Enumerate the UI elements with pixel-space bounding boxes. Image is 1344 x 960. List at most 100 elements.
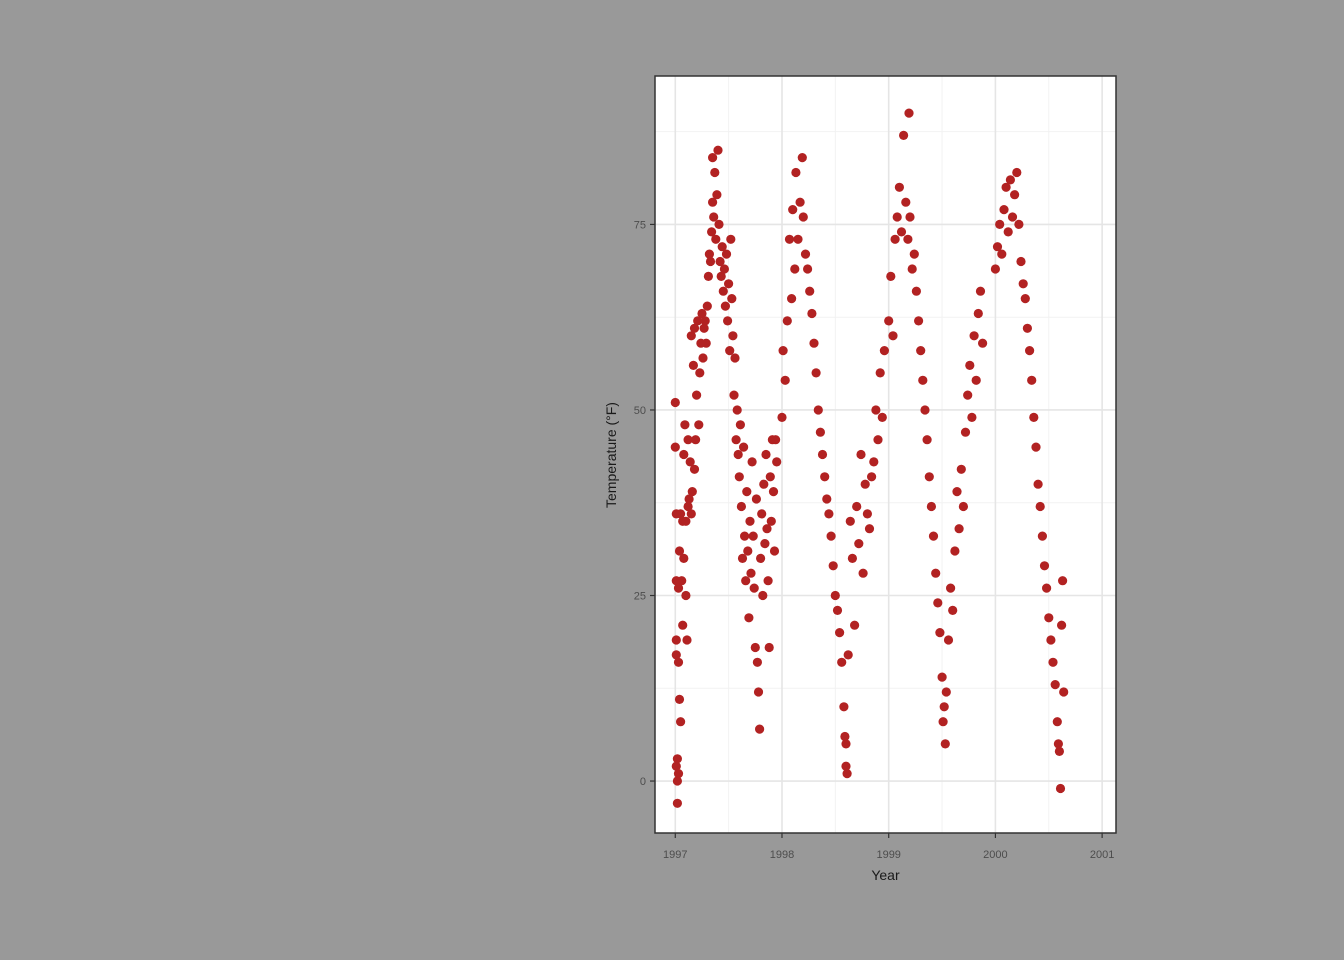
data-point: [695, 368, 705, 378]
data-point: [811, 368, 821, 378]
data-point: [673, 657, 684, 667]
data-point: [1029, 412, 1039, 422]
data-point: [916, 346, 926, 356]
data-point: [798, 212, 808, 222]
data-point: [683, 435, 693, 445]
data-point: [937, 672, 947, 682]
y-tick-label: 0: [640, 776, 646, 788]
data-point: [716, 271, 726, 281]
x-tick-label: 2000: [983, 849, 1007, 861]
data-point: [805, 286, 815, 296]
data-point: [1005, 175, 1016, 185]
data-point: [1033, 479, 1043, 489]
data-point: [890, 234, 900, 244]
panel-border: [654, 75, 1117, 834]
data-point: [726, 234, 736, 244]
data-point: [671, 761, 681, 771]
data-point: [854, 539, 864, 549]
data-point: [687, 487, 697, 497]
x-tick-label: 2001: [1090, 849, 1114, 861]
data-point: [700, 316, 710, 326]
data-point: [691, 435, 701, 445]
minor-gridlines: [655, 76, 1116, 833]
data-point: [730, 353, 740, 363]
data-point: [1037, 531, 1047, 541]
data-point: [676, 717, 686, 727]
data-point: [763, 576, 773, 586]
data-point: [941, 687, 951, 697]
data-point: [732, 405, 742, 415]
data-point: [720, 301, 731, 311]
data-point: [758, 590, 768, 601]
data-point: [681, 590, 691, 601]
data-point: [1048, 657, 1058, 667]
data-point: [903, 234, 913, 244]
data-point: [911, 286, 922, 296]
data-point: [679, 449, 689, 460]
data-point: [755, 724, 765, 734]
data-point: [950, 546, 960, 556]
data-point: [1010, 190, 1020, 200]
data-point: [670, 442, 680, 452]
data-point: [671, 650, 681, 660]
data-point: [737, 553, 748, 564]
data-point: [965, 360, 975, 370]
data-point: [850, 620, 860, 630]
data-point: [764, 642, 774, 653]
data-point: [680, 420, 690, 430]
data-point: [852, 501, 862, 512]
data-point: [681, 516, 691, 526]
data-point: [1020, 294, 1030, 304]
data-point: [686, 509, 696, 519]
data-point: [820, 472, 830, 482]
data-point: [1003, 227, 1013, 237]
data-point: [862, 509, 873, 519]
data-point: [693, 316, 703, 326]
data-point: [683, 501, 693, 512]
data-point: [1053, 739, 1063, 749]
data-point: [992, 242, 1003, 252]
data-point: [1025, 346, 1035, 356]
data-point: [839, 702, 849, 712]
data-point: [841, 739, 851, 749]
data-point: [788, 205, 798, 215]
data-point: [672, 776, 683, 786]
data-point: [721, 249, 732, 259]
data-point: [1050, 680, 1060, 690]
data-point: [729, 390, 739, 400]
data-point: [1039, 561, 1050, 571]
data-point: [997, 249, 1007, 259]
data-point: [899, 130, 909, 140]
data-point: [858, 568, 868, 578]
data-point: [886, 271, 896, 281]
data-point: [749, 583, 759, 593]
data-point: [674, 546, 685, 556]
data-point: [677, 576, 687, 586]
data-point: [809, 338, 819, 348]
data-point: [1044, 613, 1054, 623]
data-point: [672, 754, 683, 764]
data-point: [973, 308, 983, 319]
data-point: [717, 242, 727, 252]
data-point: [817, 449, 828, 460]
data-point: [860, 479, 870, 489]
data-point: [756, 553, 766, 564]
data-point: [708, 153, 718, 163]
data-point: [824, 509, 834, 519]
y-axis-title: Temperature (°F): [603, 402, 619, 508]
y-tick-label: 50: [634, 405, 646, 417]
data-point: [772, 457, 782, 467]
data-point: [712, 190, 722, 200]
data-point: [1007, 212, 1018, 222]
data-point: [778, 346, 788, 356]
data-point: [793, 234, 803, 244]
data-point: [1027, 375, 1037, 385]
data-point: [978, 338, 988, 348]
data-point: [697, 308, 707, 319]
data-point: [807, 308, 817, 319]
data-point: [815, 427, 826, 437]
data-point: [768, 487, 779, 497]
data-point: [946, 583, 956, 593]
data-point: [879, 346, 890, 356]
